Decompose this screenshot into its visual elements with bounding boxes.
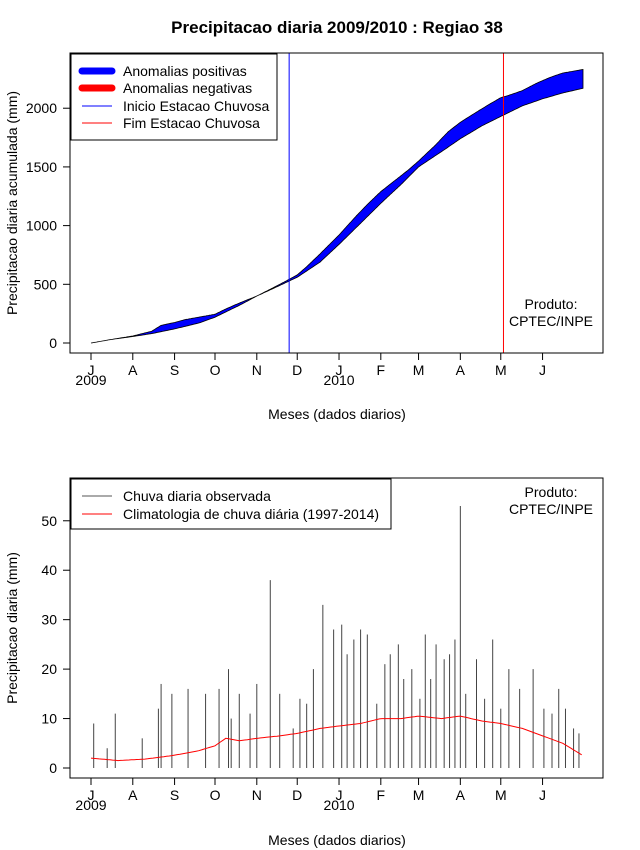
p1-x-tick-label: D bbox=[292, 362, 302, 378]
p1-x-tick-label: A bbox=[456, 362, 466, 378]
p2-x-tick-label: J bbox=[539, 787, 546, 803]
p1-x-tick-label: N bbox=[252, 362, 262, 378]
anomaly-area-group bbox=[90, 69, 584, 344]
p2-year-label: 2010 bbox=[323, 797, 354, 813]
legend-label-climatology: Climatologia de chuva diária (1997-2014) bbox=[123, 506, 379, 522]
p2-x-tick-label: A bbox=[128, 787, 138, 803]
p2-y-tick-label: 0 bbox=[49, 760, 57, 776]
p2-x-tick-label: J bbox=[336, 787, 343, 803]
legend-box-2 bbox=[70, 478, 392, 530]
p2-x-tick-label: S bbox=[170, 787, 179, 803]
p1-y-tick-label: 2000 bbox=[26, 100, 57, 116]
p1-x-tick-label: J bbox=[88, 362, 95, 378]
p2-x-tick-label: O bbox=[210, 787, 221, 803]
producer-name: CPTEC/INPE bbox=[509, 313, 593, 329]
p2-x-tick-label: N bbox=[252, 787, 262, 803]
p2-y-tick-label: 10 bbox=[41, 711, 57, 727]
p1-x-tick-label: A bbox=[128, 362, 138, 378]
p1-x-tick-label: O bbox=[210, 362, 221, 378]
legend-label-start: Inicio Estacao Chuvosa bbox=[123, 98, 270, 114]
positive-anomaly-area bbox=[90, 69, 584, 344]
p1-x-tick-label: F bbox=[377, 362, 386, 378]
legend: Anomalias positivas Anomalias negativas … bbox=[70, 53, 278, 141]
p2-year-label: 2009 bbox=[75, 797, 106, 813]
daily-rain-bars bbox=[93, 505, 580, 768]
p1-year-label: 2009 bbox=[75, 372, 106, 388]
climatology-line bbox=[90, 715, 582, 762]
p1-year-label: 2010 bbox=[323, 372, 354, 388]
p1-x-tick-label: S bbox=[170, 362, 179, 378]
chart-title: Precipitacao diaria 2009/2010 : Regiao 3… bbox=[171, 18, 503, 37]
x-axis-label: Meses (dados diarios) bbox=[268, 406, 406, 422]
p1-x-tick-label: J bbox=[539, 362, 546, 378]
p2-x-tick-label: M bbox=[495, 787, 507, 803]
p2-x-tick-label: M bbox=[413, 787, 425, 803]
legend-label-negative: Anomalias negativas bbox=[123, 80, 252, 96]
y-axis-2: 0 10 20 30 40 50 bbox=[41, 513, 71, 776]
p1-y-tick-label: 1000 bbox=[26, 218, 57, 234]
p1-y-tick-label: 1500 bbox=[26, 159, 57, 175]
p1-x-tick-label: M bbox=[495, 362, 507, 378]
producer-label: Produto: bbox=[525, 296, 578, 312]
producer-name-2: CPTEC/INPE bbox=[509, 501, 593, 517]
p1-x-tick-label: J bbox=[336, 362, 343, 378]
p2-x-tick-label: D bbox=[292, 787, 302, 803]
p2-x-tick-label: A bbox=[456, 787, 466, 803]
y-axis-label: Precipitacao diaria acumulada (mm) bbox=[4, 91, 20, 315]
legend-label-end: Fim Estacao Chuvosa bbox=[123, 115, 260, 131]
x-axis-label-2: Meses (dados diarios) bbox=[268, 832, 406, 848]
p1-y-tick-label: 0 bbox=[49, 335, 57, 351]
p2-y-tick-label: 20 bbox=[41, 661, 57, 677]
legend-label-observed: Chuva diaria observada bbox=[123, 488, 271, 504]
p1-x-tick-label: M bbox=[413, 362, 425, 378]
p2-y-tick-label: 40 bbox=[41, 562, 57, 578]
legend-label-positive: Anomalias positivas bbox=[123, 63, 247, 79]
producer-label-2: Produto: bbox=[525, 484, 578, 500]
p1-y-tick-label: 500 bbox=[34, 276, 58, 292]
p2-x-tick-label: J bbox=[88, 787, 95, 803]
p2-y-tick-label: 30 bbox=[41, 612, 57, 628]
y-axis: 0 500 1000 1500 2000 bbox=[26, 100, 71, 351]
legend-2: Chuva diaria observada Climatologia de c… bbox=[70, 478, 392, 530]
p2-y-tick-label: 50 bbox=[41, 513, 57, 529]
y-axis-label-2: Precipitacao diaria (mm) bbox=[4, 552, 20, 704]
accumulated-precip-chart: Precipitacao diaria 2009/2010 : Regiao 3… bbox=[4, 18, 604, 422]
p2-x-tick-label: F bbox=[377, 787, 386, 803]
